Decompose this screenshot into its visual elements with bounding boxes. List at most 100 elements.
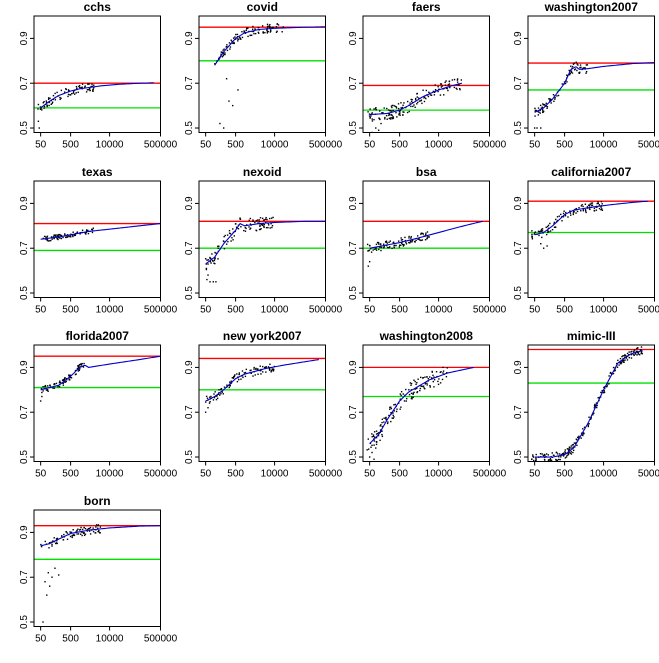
data-point bbox=[228, 386, 230, 389]
y-tick-label: 0.5 bbox=[184, 285, 195, 299]
data-point bbox=[373, 108, 375, 110]
data-point bbox=[424, 376, 426, 378]
chart-svg: born 50 500 10000 500000 0.5 0.7 0.9 bbox=[19, 494, 178, 645]
data-point bbox=[204, 411, 206, 413]
data-point bbox=[380, 122, 382, 125]
data-point bbox=[556, 459, 558, 462]
data-point bbox=[222, 52, 224, 55]
data-point bbox=[92, 227, 95, 229]
chart-panel-mimic-III: mimic-III 50 500 10000 500000 0.5 0.7 0.9 bbox=[494, 329, 659, 494]
data-point bbox=[266, 32, 268, 34]
data-point bbox=[56, 237, 59, 240]
data-point bbox=[411, 240, 413, 243]
data-point bbox=[62, 378, 65, 381]
data-point bbox=[542, 104, 544, 106]
chart-panel-faers: faers 50 500 10000 500000 0.5 0.7 0.9 bbox=[329, 0, 507, 165]
data-point bbox=[571, 72, 573, 74]
data-point bbox=[237, 227, 239, 229]
data-point bbox=[215, 395, 218, 397]
data-point bbox=[243, 30, 245, 33]
data-point bbox=[414, 106, 416, 108]
data-point bbox=[373, 440, 376, 442]
data-point bbox=[542, 454, 544, 457]
fit-curve bbox=[533, 62, 654, 113]
plot-area bbox=[198, 357, 325, 413]
fit-curve bbox=[534, 200, 648, 235]
data-point bbox=[630, 357, 632, 359]
chart-svg: washington2007 50 500 10000 500000 0.5 0.7 0.9 bbox=[513, 0, 659, 151]
data-point bbox=[390, 113, 392, 116]
data-point bbox=[549, 229, 551, 232]
data-point bbox=[598, 203, 600, 205]
data-point bbox=[373, 431, 376, 433]
x-tick-label: 500 bbox=[62, 633, 79, 644]
data-point bbox=[97, 530, 99, 532]
data-point bbox=[552, 100, 555, 102]
data-point bbox=[244, 371, 246, 374]
data-point bbox=[53, 383, 56, 385]
data-point bbox=[256, 368, 258, 371]
data-point bbox=[572, 63, 574, 65]
chart-panel-texas: texas 50 500 10000 500000 0.5 0.7 0.9 bbox=[0, 165, 178, 330]
data-point bbox=[372, 434, 375, 436]
data-point bbox=[409, 239, 412, 242]
plot-frame bbox=[198, 180, 326, 298]
y-tick-label: 0.5 bbox=[184, 121, 195, 135]
data-point bbox=[575, 63, 578, 65]
plot-frame bbox=[527, 15, 655, 133]
data-point bbox=[556, 215, 558, 218]
data-point bbox=[66, 233, 69, 235]
data-point bbox=[438, 88, 440, 90]
data-point bbox=[52, 387, 54, 389]
data-point bbox=[448, 83, 451, 85]
data-point bbox=[571, 65, 573, 68]
data-point bbox=[371, 433, 373, 435]
data-point bbox=[65, 380, 67, 383]
x-tick-label: 50 bbox=[200, 304, 212, 315]
x-tick-label: 500 bbox=[227, 140, 244, 151]
chart-svg: mimic-III 50 500 10000 500000 0.5 0.7 0.9 bbox=[513, 329, 659, 480]
data-point bbox=[269, 31, 271, 33]
data-point bbox=[207, 258, 209, 261]
data-point bbox=[564, 211, 566, 213]
data-point bbox=[226, 233, 228, 236]
data-point bbox=[402, 104, 404, 107]
data-point bbox=[379, 439, 381, 442]
data-point bbox=[245, 29, 247, 31]
plot-area bbox=[34, 355, 161, 402]
data-point bbox=[583, 67, 585, 69]
data-point bbox=[570, 70, 572, 72]
data-point bbox=[257, 31, 259, 34]
data-point bbox=[53, 536, 55, 538]
data-point bbox=[379, 118, 381, 121]
data-point bbox=[267, 366, 269, 368]
data-point bbox=[566, 215, 569, 218]
data-point bbox=[43, 107, 45, 109]
data-point bbox=[424, 383, 427, 385]
chart-title: mimic-III bbox=[566, 329, 615, 343]
data-point bbox=[421, 102, 423, 105]
data-point bbox=[400, 391, 403, 393]
data-point bbox=[42, 390, 44, 392]
data-point bbox=[638, 354, 640, 356]
data-point bbox=[372, 248, 374, 251]
data-point bbox=[427, 235, 429, 238]
data-point bbox=[73, 534, 76, 536]
data-point bbox=[399, 114, 401, 116]
data-point bbox=[233, 42, 235, 45]
data-point bbox=[93, 86, 95, 89]
chart-title: florida2007 bbox=[66, 329, 130, 343]
data-point bbox=[588, 208, 591, 210]
data-point bbox=[77, 368, 80, 370]
data-point bbox=[385, 239, 388, 242]
data-point bbox=[40, 545, 43, 547]
x-tick-label: 50 bbox=[35, 633, 47, 644]
data-point bbox=[456, 81, 459, 83]
data-point bbox=[398, 107, 400, 110]
data-point bbox=[589, 417, 592, 419]
data-point bbox=[95, 523, 98, 526]
data-point bbox=[81, 86, 83, 88]
data-point bbox=[375, 440, 378, 443]
plot-area bbox=[363, 220, 490, 267]
data-point bbox=[569, 72, 571, 75]
